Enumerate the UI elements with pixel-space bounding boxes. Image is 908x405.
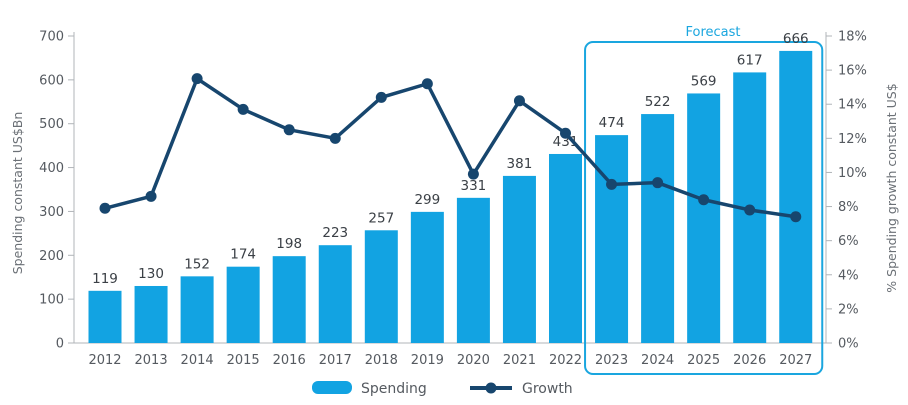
bar-spending-2014 [180, 276, 214, 343]
forecast-box [584, 41, 824, 375]
data-label-spending-2014: 152 [184, 256, 210, 272]
point-growth-2021 [513, 95, 525, 107]
x-tick-label-2016: 2016 [273, 353, 306, 368]
x-tick-label-2017: 2017 [319, 353, 352, 368]
data-label-spending-2012: 119 [92, 271, 118, 287]
x-tick-label-2018: 2018 [365, 353, 398, 368]
x-tick-label-2020: 2020 [457, 353, 490, 368]
y-left-tick-label: 300 [39, 205, 64, 220]
data-label-spending-2019: 299 [414, 192, 440, 208]
y-right-tick-label: 12% [838, 132, 867, 147]
x-tick-label-2024: 2024 [641, 353, 674, 368]
y-right-tick-label: 4% [838, 268, 859, 283]
x-tick-label-2026: 2026 [733, 353, 766, 368]
point-growth-2013 [145, 190, 157, 202]
series-line-growth [104, 76, 797, 219]
bar-spending-2012 [88, 290, 122, 343]
legend-label-growth: Growth [522, 381, 573, 397]
data-label-spending-2027: 666 [783, 31, 809, 47]
y-right-tick-label: 6% [838, 234, 859, 249]
x-tick-label-2014: 2014 [181, 353, 214, 368]
y-left-tick-label: 200 [39, 249, 64, 264]
y-left-tick-label: 600 [39, 73, 64, 88]
bar-spending-2025 [687, 93, 721, 344]
point-growth-2027 [790, 211, 802, 223]
forecast-label: Forecast [685, 25, 740, 40]
point-growth-2018 [375, 91, 387, 103]
point-growth-2012 [99, 202, 111, 214]
y-right-tick-label: 2% [838, 302, 859, 317]
y-left-tick-label: 500 [39, 117, 64, 132]
x-tick-label-2019: 2019 [411, 353, 444, 368]
data-label-spending-2020: 331 [461, 178, 487, 194]
x-tick-label-2012: 2012 [88, 353, 121, 368]
x-tick-label-2022: 2022 [549, 353, 582, 368]
point-growth-2019 [421, 78, 433, 90]
point-growth-2025 [698, 194, 710, 206]
x-tick-label-2013: 2013 [135, 353, 168, 368]
bar-spending-2020 [456, 197, 490, 343]
y-right-tick-label: 0% [838, 337, 859, 352]
point-growth-2016 [283, 124, 295, 136]
y-left-tick-label: 0 [56, 337, 64, 352]
data-label-spending-2023: 474 [599, 115, 625, 131]
data-label-spending-2024: 522 [645, 94, 671, 110]
data-label-spending-2026: 617 [737, 52, 763, 68]
bar-spending-2016 [272, 256, 306, 343]
bar-spending-2027 [779, 50, 813, 343]
data-label-spending-2015: 174 [230, 247, 256, 263]
y-right-tick-label: 10% [838, 166, 867, 181]
legend-swatch-growth-marker [485, 382, 497, 394]
x-tick-label-2025: 2025 [687, 353, 720, 368]
point-growth-2014 [191, 73, 203, 85]
bar-spending-2021 [502, 175, 536, 343]
data-label-spending-2017: 223 [322, 225, 348, 241]
legend: Spending Growth [312, 381, 573, 397]
bar-spending-2017 [318, 245, 352, 343]
y-left-tick-label: 400 [39, 161, 64, 176]
y-left-tick-label: 700 [39, 30, 64, 45]
x-tick-label-2021: 2021 [503, 353, 536, 368]
point-growth-2026 [744, 204, 756, 216]
y-right-tick-label: 8% [838, 200, 859, 215]
x-tick-label-2027: 2027 [779, 353, 812, 368]
point-growth-2017 [329, 132, 341, 144]
y-right-tick-label: 14% [838, 98, 867, 113]
bar-spending-2019 [410, 211, 444, 343]
bar-spending-2022 [549, 153, 582, 343]
bar-spending-2018 [364, 230, 398, 343]
plot-area: 0 100 200 300 400 500 600 700 0% 2% 4% 6% 8% 10% 12% 14… [39, 30, 867, 375]
point-growth-2015 [237, 103, 249, 115]
legend-label-spending: Spending [361, 381, 427, 397]
legend-swatch-spending [312, 381, 352, 394]
y-right-tick-label: 18% [838, 30, 867, 45]
y-right-tick-label: 16% [838, 64, 867, 79]
data-label-spending-2018: 257 [368, 210, 394, 226]
point-growth-2022 [560, 127, 571, 139]
bar-spending-2013 [134, 285, 168, 343]
y-axis-right-label: % Spending growth constant US$ [884, 83, 899, 292]
bar-spending-2015 [226, 266, 260, 343]
data-label-spending-2021: 381 [507, 156, 533, 172]
point-growth-2020 [467, 168, 479, 180]
y-left-tick-label: 100 [39, 293, 64, 308]
bar-spending-2023 [595, 135, 629, 343]
x-tick-label-2015: 2015 [227, 353, 260, 368]
data-label-spending-2016: 198 [276, 236, 302, 252]
bar-spending-2024 [641, 114, 675, 344]
data-label-spending-2025: 569 [691, 73, 717, 89]
point-growth-2023 [606, 178, 618, 190]
y-axis-left-label: Spending constant US$Bn [10, 112, 25, 275]
data-label-spending-2013: 130 [138, 266, 164, 282]
point-growth-2024 [652, 177, 664, 189]
x-tick-label-2023: 2023 [595, 353, 628, 368]
